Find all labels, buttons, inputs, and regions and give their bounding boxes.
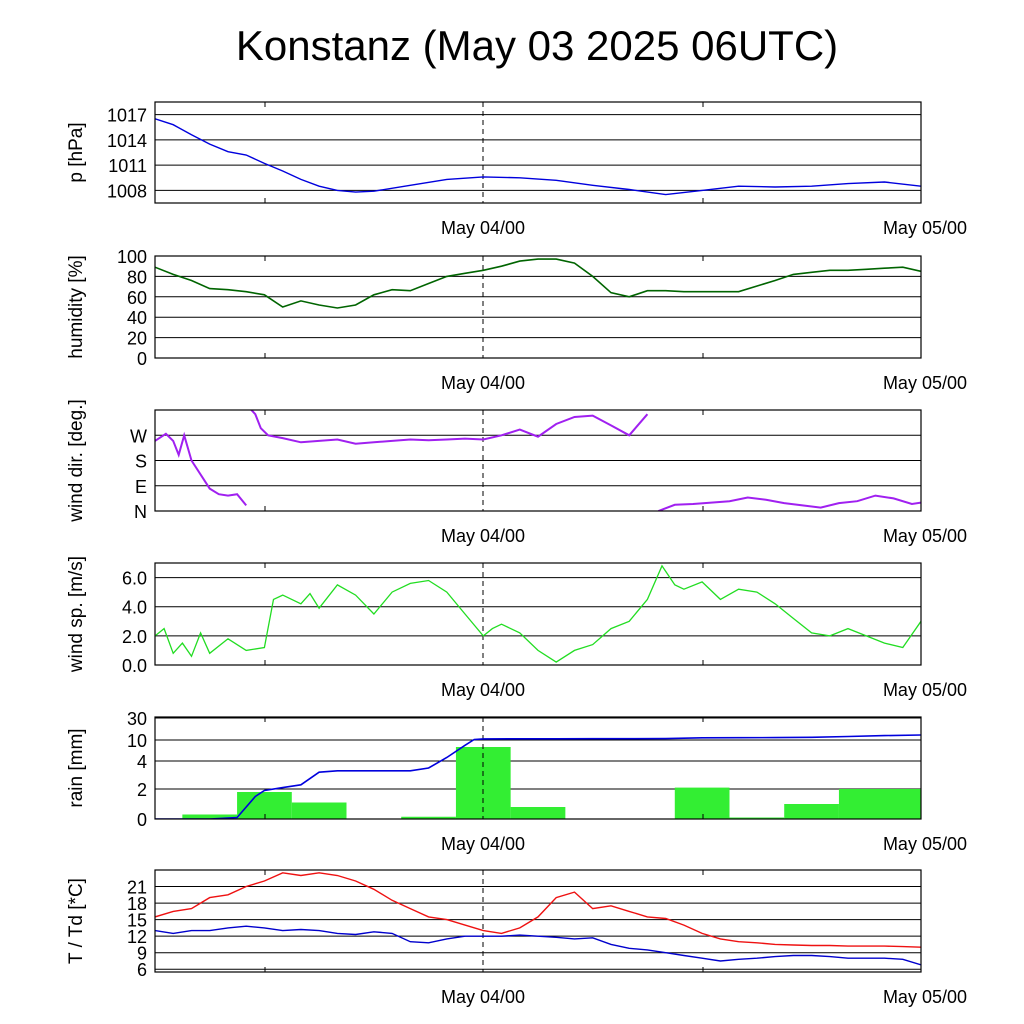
pressure-ytick-label: 1011 — [108, 156, 147, 176]
rain-xtick-label: May 05/00 — [883, 834, 967, 854]
humidity-xtick-label: May 05/00 — [883, 373, 967, 393]
wind_speed-ylabel: wind sp. [m/s] — [66, 556, 87, 673]
pressure-ytick-label: 1008 — [107, 181, 147, 201]
rain-ytick-label: 4 — [137, 752, 147, 772]
temperature-ytick-label: 9 — [137, 944, 147, 964]
rain-ytick-label: 30 — [127, 709, 147, 729]
rain-bar — [182, 814, 238, 819]
temperature-xtick-label: May 04/00 — [441, 987, 525, 1007]
wind_dir-xtick-label: May 04/00 — [441, 526, 525, 546]
temperature-ytick-label: 21 — [127, 878, 147, 898]
rain-ytick-label: 0 — [137, 810, 147, 830]
wind_speed-frame — [154, 562, 922, 666]
rain-bar — [401, 816, 456, 819]
rain-bar — [838, 789, 921, 819]
rain-cumulative-line — [155, 734, 921, 819]
temperature-ytick-label: 12 — [127, 927, 147, 947]
rain-bar — [291, 802, 347, 819]
rain-ytick-label: 2 — [137, 780, 147, 800]
wind_speed-ytick-label: 6.0 — [122, 569, 147, 589]
humidity-frame — [154, 255, 922, 359]
pressure-xtick-label: May 05/00 — [883, 218, 967, 238]
wind_speed-ytick-label: 0.0 — [122, 656, 147, 676]
pressure-panel: 1008 1011 1014 1017 p [hPa] May 04/00 May 05/0… — [66, 101, 967, 238]
wind-dir-trace — [658, 494, 921, 511]
rain-xtick-label: May 04/00 — [441, 834, 525, 854]
temperature-ytick-label: 15 — [127, 911, 147, 931]
wind_dir-ytick-label: E — [135, 477, 147, 497]
temperature-xtick-label: May 05/00 — [883, 987, 967, 1007]
rain-ylabel: rain [mm] — [66, 728, 87, 807]
wind_dir-ytick-label: W — [130, 426, 147, 446]
wind-dir-trace — [250, 410, 649, 445]
wind-dir-trace — [155, 431, 247, 507]
rain-ytick-label: 10 — [127, 731, 147, 751]
wind_speed-panel: 0.0 2.0 4.0 6.0 wind sp. [m/s] May 04/00 May 0… — [66, 556, 967, 700]
humidity-ytick-label: 60 — [127, 288, 147, 308]
temperature-line — [155, 872, 921, 948]
wind_speed-ytick-label: 2.0 — [122, 627, 147, 647]
chart-title: Konstanz (May 03 2025 06UTC) — [235, 22, 839, 69]
temperature-ylabel: T / Td [*C] — [66, 878, 87, 964]
temperature-ytick-label: 18 — [127, 894, 147, 914]
rain-bar — [237, 792, 292, 819]
wind-speed-line — [155, 564, 921, 663]
pressure-frame — [154, 101, 922, 204]
rain-bar — [729, 817, 785, 819]
temperature-frame — [154, 869, 922, 973]
humidity-ytick-label: 0 — [137, 349, 147, 369]
wind_dir-frame — [154, 409, 922, 512]
rain-frame — [154, 716, 922, 820]
pressure-xtick-label: May 04/00 — [441, 218, 525, 238]
wind_dir-ytick-label: N — [134, 502, 147, 522]
wind_speed-xtick-label: May 05/00 — [883, 680, 967, 700]
humidity-ylabel: humidity [%] — [66, 255, 87, 358]
dewpoint-line — [155, 925, 921, 966]
wind_dir-xtick-label: May 05/00 — [883, 526, 967, 546]
wind_speed-xtick-label: May 04/00 — [441, 680, 525, 700]
humidity-line — [155, 258, 921, 309]
humidity-ytick-label: 80 — [127, 267, 147, 287]
rain-bar — [674, 787, 730, 819]
pressure-line — [155, 118, 921, 196]
wind_dir-ytick-label: S — [135, 452, 147, 472]
pressure-ytick-label: 1017 — [107, 106, 147, 126]
humidity-ytick-label: 40 — [127, 308, 147, 328]
temperature-ytick-label: 6 — [137, 960, 147, 980]
wind_speed-ytick-label: 4.0 — [122, 598, 147, 618]
humidity-xtick-label: May 04/00 — [441, 373, 525, 393]
rain-bar — [510, 807, 566, 819]
humidity-ytick-label: 100 — [117, 247, 147, 267]
wind_dir-ylabel: wind dir. [deg.] — [66, 399, 87, 523]
rain-bar — [784, 804, 839, 819]
pressure-ylabel: p [hPa] — [66, 122, 87, 182]
pressure-ytick-label: 1014 — [107, 131, 147, 151]
humidity-ytick-label: 20 — [127, 329, 147, 349]
